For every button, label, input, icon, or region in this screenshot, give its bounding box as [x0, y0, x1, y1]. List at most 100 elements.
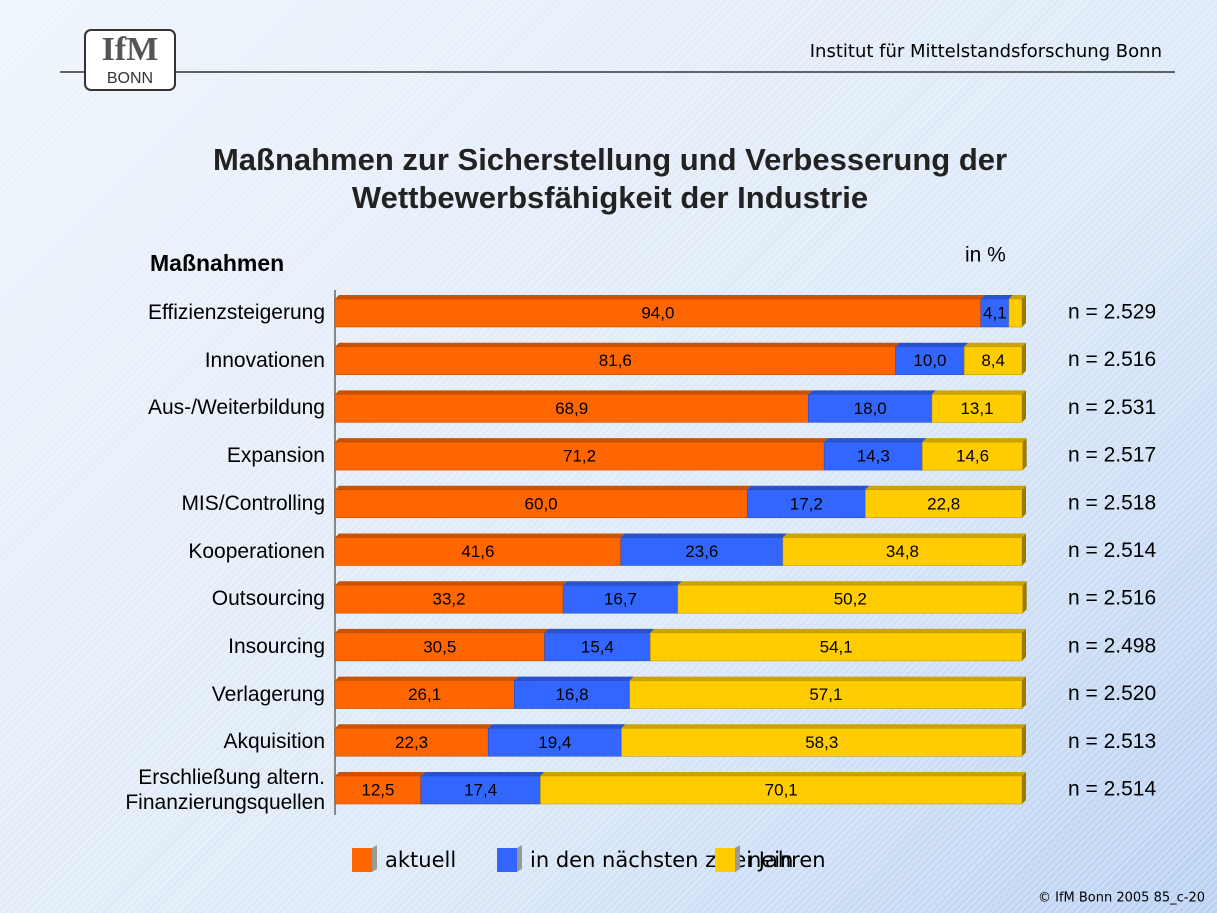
bar-top	[335, 581, 568, 586]
bar-top	[677, 581, 1027, 586]
category-label: Kooperationen	[188, 539, 325, 563]
value-label: 8,4	[981, 351, 1005, 370]
bar-segment	[562, 584, 679, 614]
bar-segment	[922, 441, 1023, 471]
value-label: 18,0	[854, 399, 887, 418]
bar-top	[895, 342, 969, 347]
bar-segment	[980, 298, 1010, 328]
bar-segment	[629, 680, 1023, 709]
category-label: Akquisition	[223, 730, 325, 754]
value-label: 71,2	[563, 447, 596, 466]
category-label: Erschließung altern. Finanzierungsquelle…	[125, 766, 325, 814]
n-label: n = 2.516	[1068, 348, 1156, 371]
bar-segment	[334, 537, 622, 566]
bar-side	[1022, 581, 1027, 614]
value-label: 12,5	[361, 780, 394, 799]
bar-segment	[334, 394, 809, 423]
legend-label: in den nächsten zwei Jahren	[530, 848, 826, 872]
legend-swatch	[352, 848, 372, 872]
value-label: 19,4	[538, 733, 571, 752]
value-label: 22,3	[395, 733, 428, 752]
n-label: n = 2.514	[1068, 539, 1156, 562]
bar-top	[964, 342, 1026, 347]
value-label: 14,3	[857, 447, 890, 466]
bar-segment	[544, 632, 651, 662]
bar-top	[563, 581, 682, 586]
unit-label: in %	[965, 244, 1006, 267]
axis-label: Maßnahmen	[150, 250, 284, 276]
bar-top	[335, 628, 549, 633]
bar-top	[824, 438, 927, 443]
bar-top	[980, 295, 1013, 299]
bar-segment	[964, 346, 1023, 375]
bar-segment	[895, 346, 965, 375]
value-label: 60,0	[525, 494, 558, 513]
bar-segment	[334, 728, 489, 757]
bar-side	[1022, 438, 1027, 471]
value-label: 4,1	[983, 303, 1007, 322]
value-label: 58,3	[805, 733, 838, 752]
logo-box	[84, 29, 176, 91]
bar-segment	[931, 394, 1023, 423]
value-label: 13,1	[960, 399, 993, 418]
value-label: 81,6	[599, 351, 632, 370]
bar-side	[1022, 342, 1026, 375]
n-label: n = 2.514	[1068, 778, 1156, 801]
chart-title: Maßnahmen zur Sicherstellung und Verbess…	[213, 142, 1007, 177]
legend-swatch-side	[372, 845, 377, 872]
bar-segment	[334, 489, 748, 519]
value-label: 26,1	[408, 685, 441, 704]
bar-segment	[334, 775, 422, 805]
bar-top	[747, 485, 870, 490]
bar-top	[335, 724, 493, 729]
bar-top	[335, 676, 519, 681]
footer: © IfM Bonn 2005 85_c-20	[1038, 891, 1205, 906]
logo-top: IfM	[102, 31, 159, 68]
n-label: n = 2.520	[1068, 682, 1156, 705]
bar-top	[488, 724, 626, 729]
bar-top	[335, 772, 425, 776]
bar-segment	[621, 728, 1023, 757]
value-label: 15,4	[581, 637, 614, 656]
bar-segment	[334, 584, 564, 614]
value-label: 16,7	[604, 590, 637, 609]
bar-top	[620, 533, 787, 538]
legend-swatch	[715, 848, 735, 872]
bar-top	[782, 533, 1026, 538]
chart-title: Wettbewerbsfähigkeit der Industrie	[352, 180, 868, 215]
value-label: 33,2	[432, 590, 465, 609]
bar-segment	[620, 537, 784, 566]
value-label: 30,5	[423, 637, 456, 656]
value-label: 23,6	[685, 542, 718, 561]
legend-swatch-side	[517, 845, 522, 872]
n-label: n = 2.516	[1068, 587, 1156, 610]
bar-segment	[865, 489, 1023, 519]
value-label: 10,0	[913, 351, 946, 370]
bar-top	[544, 628, 655, 633]
bar-side	[1022, 485, 1026, 518]
bar-side	[1022, 295, 1026, 327]
bar-segment	[650, 632, 1023, 662]
category-label: Aus-/Weiterbildung	[147, 396, 325, 420]
institute: Institut für Mittelstandsforschung Bonn	[810, 41, 1162, 62]
bar-top	[335, 342, 900, 347]
value-label: 14,6	[956, 447, 989, 466]
bar-side	[1022, 676, 1026, 709]
category-label: Verlagerung	[211, 682, 325, 706]
bar-top	[335, 390, 813, 395]
bar-top	[335, 438, 829, 443]
category-label: Effizienzsteigerung	[147, 301, 325, 324]
bar-top	[650, 628, 1026, 633]
bar-top	[808, 390, 937, 395]
category-label: MIS/Controlling	[181, 491, 325, 515]
bar-segment	[808, 394, 933, 423]
n-label: n = 2.517	[1068, 444, 1156, 467]
bar-side	[1022, 724, 1026, 757]
category-label: Expansion	[226, 444, 325, 468]
category-label: Outsourcing	[211, 587, 325, 611]
bar-top	[540, 772, 1026, 776]
n-label: n = 2.513	[1068, 730, 1156, 753]
bar-top	[922, 438, 1027, 443]
value-label: 50,2	[834, 590, 867, 609]
